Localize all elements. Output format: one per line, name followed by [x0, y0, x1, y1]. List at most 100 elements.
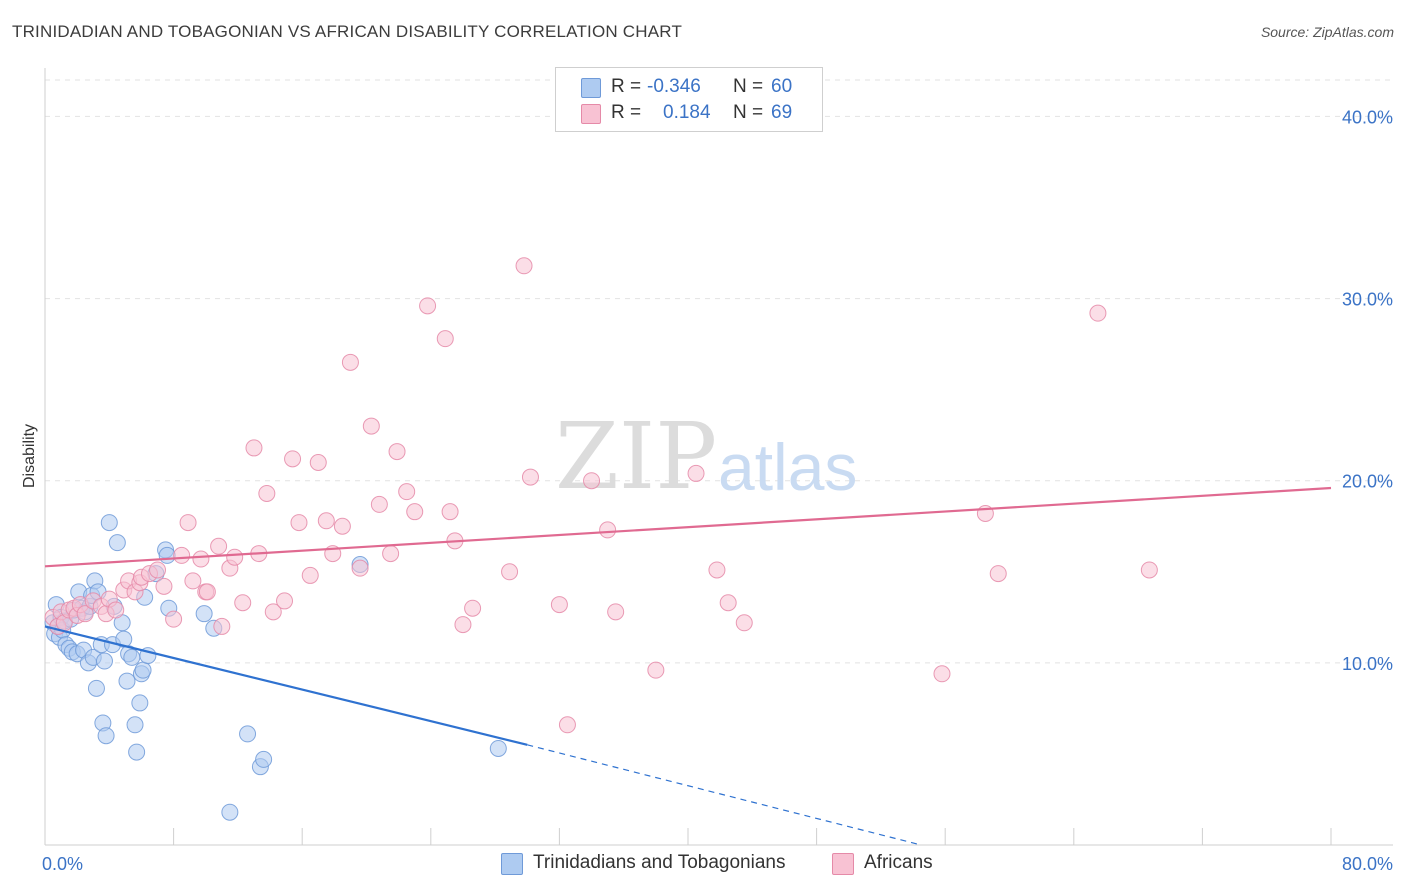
point-africans — [184, 572, 202, 590]
point-africans — [521, 468, 539, 486]
axes — [44, 68, 1393, 846]
point-africans — [647, 661, 665, 679]
point-africans — [501, 563, 519, 581]
legend-swatch-trinidadians — [501, 853, 523, 875]
point-africans — [284, 450, 302, 468]
watermark-zip: ZIP — [555, 403, 717, 510]
point-africans — [735, 614, 753, 632]
point-africans — [1089, 304, 1107, 322]
point-trinidadians — [255, 750, 273, 768]
point-trinidadians — [97, 727, 115, 745]
series-africans-points — [44, 257, 1158, 734]
point-africans — [441, 503, 459, 521]
tick-labels: 10.0% 20.0% 30.0% 40.0% 0.0% 80.0% — [42, 107, 1393, 874]
point-trinidadians — [221, 803, 239, 821]
point-trinidadians — [126, 716, 144, 734]
point-africans — [107, 601, 125, 619]
legend-swatch-africans — [832, 853, 854, 875]
legend-n-label: N = — [733, 76, 764, 97]
point-africans — [419, 297, 437, 315]
point-africans — [464, 599, 482, 617]
point-africans — [301, 566, 319, 584]
point-africans — [213, 617, 231, 635]
legend-swatch-africans — [581, 104, 601, 124]
watermark-atlas: atlas — [718, 430, 857, 504]
trend-line-trinidadians-extension — [527, 744, 922, 846]
legend-r-value: -0.346 — [647, 76, 701, 97]
point-africans — [192, 550, 210, 568]
trend-line-trinidadians — [44, 625, 528, 746]
point-africans — [155, 577, 173, 595]
y-axis-label: Disability — [21, 424, 38, 488]
point-africans — [76, 605, 94, 623]
point-africans — [333, 517, 351, 535]
point-africans — [719, 594, 737, 612]
point-africans — [599, 521, 617, 539]
point-africans — [583, 472, 601, 490]
point-trinidadians — [128, 743, 146, 761]
point-africans — [398, 483, 416, 501]
point-africans — [989, 565, 1007, 583]
legend-swatch-trinidadians — [581, 78, 601, 98]
x-tick-label: 0.0% — [42, 854, 83, 874]
trend-lines — [44, 486, 1332, 846]
point-africans — [210, 537, 228, 555]
legend-r-label: R = — [611, 76, 642, 97]
legend-label-africans: Africans — [864, 852, 933, 873]
point-trinidadians — [195, 605, 213, 623]
point-africans — [550, 596, 568, 614]
y-tick-label: 40.0% — [1342, 107, 1393, 127]
point-africans — [317, 512, 335, 530]
point-africans — [933, 665, 951, 683]
point-africans — [362, 417, 380, 435]
point-africans — [607, 603, 625, 621]
point-africans — [198, 583, 216, 601]
point-africans — [558, 716, 576, 734]
point-africans — [179, 514, 197, 532]
point-trinidadians — [118, 672, 136, 690]
source-label: Source: ZipAtlas.com — [1260, 24, 1394, 40]
legend-n-label: N = — [733, 102, 764, 123]
point-trinidadians — [239, 725, 257, 743]
point-africans — [388, 443, 406, 461]
point-africans — [149, 561, 167, 579]
chart-title: TRINIDADIAN AND TOBAGONIAN VS AFRICAN DI… — [12, 22, 683, 41]
point-africans — [406, 503, 424, 521]
point-africans — [226, 548, 244, 566]
y-tick-label: 10.0% — [1342, 654, 1393, 674]
point-trinidadians — [158, 546, 176, 564]
point-trinidadians — [131, 694, 149, 712]
legend-n-value: 69 — [771, 102, 793, 123]
point-trinidadians — [134, 661, 152, 679]
watermark: ZIP atlas — [555, 403, 857, 510]
point-africans — [245, 439, 263, 457]
y-tick-label: 20.0% — [1342, 472, 1393, 492]
point-trinidadians — [87, 679, 105, 697]
point-trinidadians — [123, 648, 141, 666]
point-trinidadians — [95, 652, 113, 670]
trend-line-africans — [44, 486, 1332, 568]
series-trinidadians-points — [44, 514, 507, 821]
point-africans — [370, 495, 388, 513]
legend-r-value: 0.184 — [663, 102, 711, 123]
legend-r-label: R = — [611, 102, 642, 123]
point-africans — [234, 594, 252, 612]
correlation-legend: R = -0.346 N = 60 R = 0.184 N = 69 — [555, 67, 823, 132]
point-africans — [173, 546, 191, 564]
point-africans — [351, 559, 369, 577]
point-africans — [309, 454, 327, 471]
point-trinidadians — [100, 514, 118, 532]
x-tick-label: 80.0% — [1342, 854, 1393, 874]
point-africans — [276, 592, 294, 610]
point-africans — [708, 561, 726, 579]
point-africans — [264, 603, 282, 621]
y-tick-label: 30.0% — [1342, 290, 1393, 310]
legend-n-value: 60 — [771, 76, 793, 97]
legend-label-trinidadians: Trinidadians and Tobagonians — [533, 852, 786, 873]
point-africans — [290, 514, 308, 532]
point-africans — [1140, 561, 1158, 579]
point-africans — [687, 464, 705, 482]
point-africans — [436, 330, 454, 348]
point-africans — [515, 257, 533, 275]
